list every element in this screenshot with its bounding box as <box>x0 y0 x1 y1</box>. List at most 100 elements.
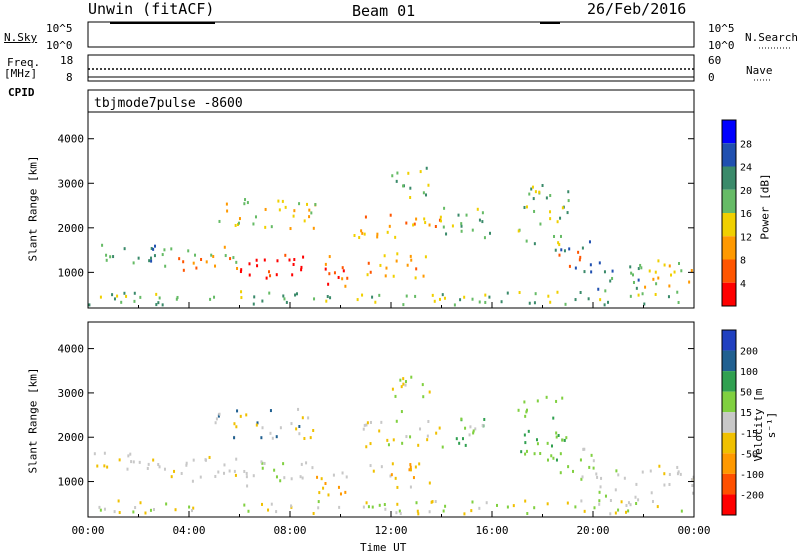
echo-cell <box>388 224 391 228</box>
echo-cell <box>426 434 429 438</box>
echo-cell <box>395 259 398 263</box>
power-echo-region-8 <box>442 206 492 240</box>
echo-cell <box>525 449 528 453</box>
echo-cell <box>233 436 236 440</box>
power-echo-region-2 <box>239 253 305 280</box>
echo-cell <box>185 461 188 465</box>
echo-cell <box>161 303 164 307</box>
echo-cell <box>472 431 475 435</box>
echo-cell <box>218 412 221 416</box>
echo-cell <box>567 465 570 469</box>
echo-cell <box>588 240 591 244</box>
echo-cell <box>402 377 405 381</box>
echo-cell <box>604 289 607 293</box>
echo-cell <box>441 293 444 297</box>
echo-cell <box>637 293 640 297</box>
echo-cell <box>376 232 379 236</box>
echo-cell <box>283 476 286 480</box>
echo-cell <box>435 431 438 435</box>
nave-tick-high: 60 <box>708 54 722 67</box>
echo-cell <box>592 466 595 470</box>
echo-cell <box>391 387 394 391</box>
station-title: Unwin (fitACF) <box>88 0 215 18</box>
echo-cell <box>385 266 388 270</box>
echo-cell <box>530 187 533 191</box>
echo-cell <box>232 256 235 260</box>
echo-cell <box>688 280 691 284</box>
echo-cell <box>464 426 467 430</box>
echo-cell <box>240 290 243 294</box>
echo-cell <box>471 297 474 301</box>
echo-cell <box>471 500 474 504</box>
power-ylabel: Slant Range [km] <box>26 155 40 262</box>
echo-cell <box>229 257 232 261</box>
echo-cell <box>358 236 361 240</box>
nsky-panel <box>87 21 695 48</box>
echo-cell <box>339 492 342 496</box>
echo-cell <box>398 509 401 513</box>
echo-cell <box>668 284 671 288</box>
power-echo-region-12 <box>644 259 693 289</box>
echo-cell <box>208 455 211 459</box>
echo-cell <box>453 303 456 307</box>
echo-cell <box>326 295 329 299</box>
echo-cell <box>416 509 419 513</box>
echo-cell <box>563 438 566 442</box>
x-tick-label: 08:00 <box>273 524 306 537</box>
echo-cell <box>451 224 454 228</box>
echo-cell <box>243 202 246 206</box>
echo-cell <box>118 458 121 462</box>
echo-cell <box>579 290 582 294</box>
echo-cell <box>559 471 562 475</box>
echo-cell <box>182 260 185 264</box>
echo-cell <box>559 452 562 456</box>
echo-cell <box>327 282 330 286</box>
echo-cell <box>152 508 155 512</box>
echo-cell <box>409 195 412 199</box>
echo-cell <box>245 471 248 475</box>
echo-cell <box>312 428 315 432</box>
echo-cell <box>396 171 399 175</box>
echo-cell <box>344 490 347 494</box>
x-axis-title: Time UT <box>360 541 407 554</box>
echo-cell <box>109 255 112 259</box>
x-tick-label: 16:00 <box>475 524 508 537</box>
echo-cell <box>539 222 542 226</box>
echo-cell <box>245 413 248 417</box>
echo-cell <box>123 291 126 295</box>
echo-cell <box>317 500 320 504</box>
power-ytick-label: 4000 <box>58 133 85 146</box>
echo-cell <box>365 423 368 427</box>
echo-cell <box>597 287 600 291</box>
echo-cell <box>369 464 372 468</box>
echo-cell <box>614 488 617 492</box>
echo-cell <box>192 261 195 265</box>
echo-cell <box>676 472 679 476</box>
echo-cell <box>431 293 434 297</box>
echo-cell <box>308 215 311 219</box>
velocity-colorbar-segment <box>722 371 736 392</box>
echo-cell <box>292 214 295 218</box>
echo-cell <box>217 414 220 418</box>
echo-cell <box>317 506 320 510</box>
power-echo-region-9 <box>517 184 570 253</box>
echo-cell <box>663 263 666 267</box>
velocity-panel-frame <box>87 321 695 518</box>
echo-cell <box>472 429 475 433</box>
echo-cell <box>414 276 417 280</box>
echo-cell <box>327 493 330 497</box>
echo-cell <box>383 503 386 507</box>
echo-cell <box>281 199 284 203</box>
echo-cell <box>129 452 132 456</box>
echo-cell <box>483 417 486 421</box>
echo-cell <box>554 248 557 252</box>
echo-cell <box>629 503 632 507</box>
echo-cell <box>438 297 441 301</box>
velocity-colorbar-tick: 15 <box>740 408 752 419</box>
echo-cell <box>372 469 375 473</box>
echo-cell <box>270 225 273 229</box>
echo-cell <box>267 508 270 512</box>
echo-cell <box>588 465 591 469</box>
echo-cell <box>263 461 266 465</box>
echo-cell <box>405 294 408 298</box>
